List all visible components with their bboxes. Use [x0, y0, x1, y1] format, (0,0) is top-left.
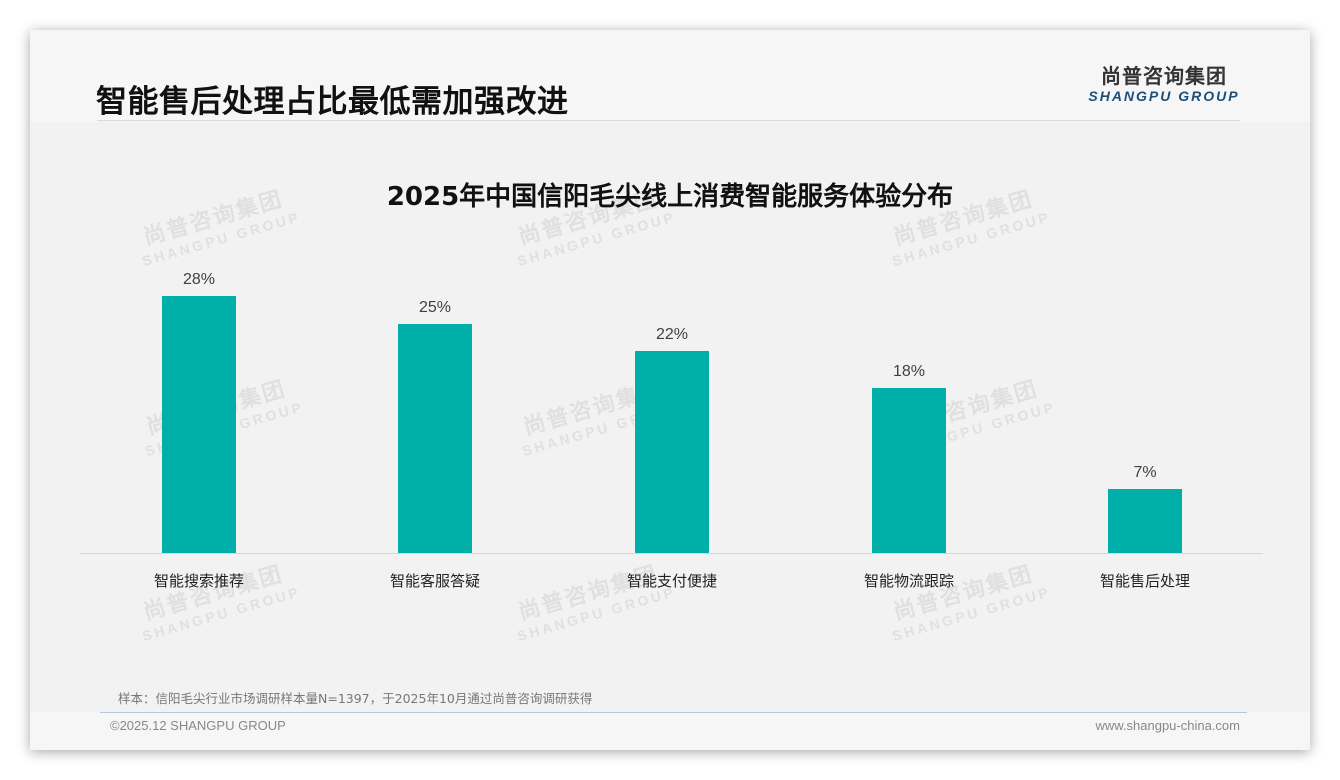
chart-title: 2025年中国信阳毛尖线上消费智能服务体验分布: [386, 182, 954, 212]
bar-value-label: 25%: [418, 299, 452, 316]
category-label: 智能物流跟踪: [863, 572, 954, 590]
x-axis-line: [80, 553, 1263, 554]
category-label: 智能支付便捷: [626, 572, 717, 590]
bar: [872, 388, 946, 553]
sample-note: 样本：信阳毛尖行业市场调研样本量N=1397，于2025年10月通过尚普咨询调研…: [118, 691, 593, 706]
category-label: 智能客服答疑: [389, 572, 480, 590]
bar: [398, 324, 472, 553]
logo-english-text: SHANGPU GROUP: [1088, 88, 1240, 104]
bar-value-label: 22%: [655, 326, 689, 343]
bar-chart: 28% 智能搜索推荐 25% 智能客服答疑 22% 智能支付便捷 18% 智能物流跟踪 7% 智能…: [30, 30, 1310, 750]
bar: [635, 351, 709, 553]
footer-copyright: ©2025.12 SHANGPU GROUP: [110, 718, 286, 733]
bar-value-label: 28%: [182, 271, 216, 288]
category-label: 智能售后处理: [1099, 572, 1190, 590]
header-divider: [97, 120, 1240, 121]
logo-chinese-text: 尚普咨询集团: [1101, 64, 1227, 88]
bar-value-label: 18%: [892, 363, 926, 380]
bar-value-label: 7%: [1133, 464, 1157, 481]
footer-website: www.shangpu-china.com: [1095, 718, 1240, 733]
company-logo: 尚普咨询集团 SHANGPU GROUP: [1088, 64, 1240, 104]
footer-divider: [100, 712, 1247, 713]
bar: [1108, 489, 1182, 553]
category-label: 智能搜索推荐: [153, 572, 244, 590]
page-title: 智能售后处理占比最低需加强改进: [96, 84, 569, 120]
bar: [162, 296, 236, 553]
slide-card: 智能售后处理占比最低需加强改进 尚普咨询集团 SHANGPU GROUP 尚普咨…: [30, 30, 1310, 750]
